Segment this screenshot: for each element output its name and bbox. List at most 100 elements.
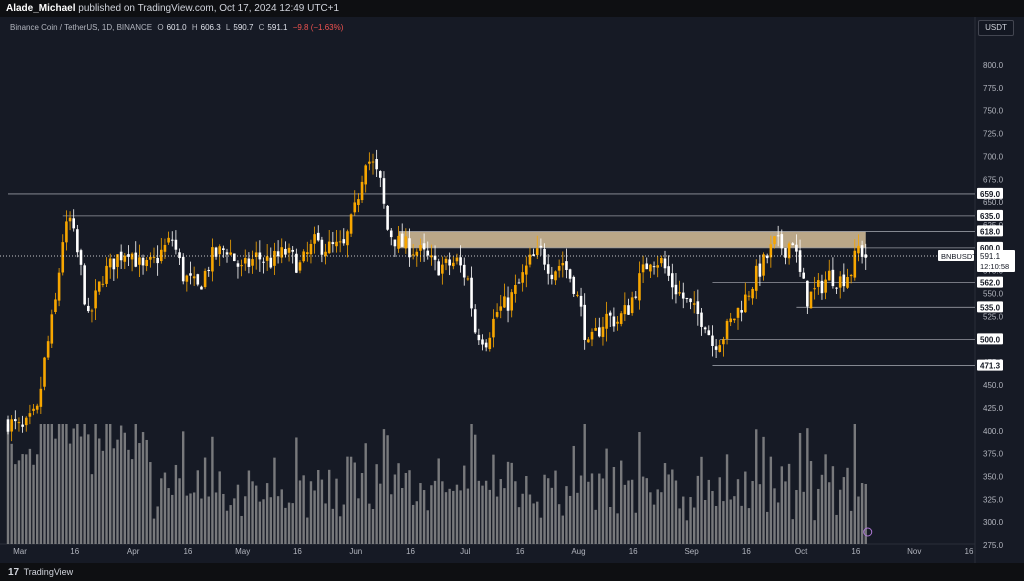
candle-body[interactable] (462, 264, 466, 278)
candle-body[interactable] (791, 243, 795, 246)
candle-body[interactable] (787, 243, 791, 259)
candle-body[interactable] (590, 331, 594, 340)
candle-body[interactable] (827, 270, 831, 281)
candle-body[interactable] (298, 262, 302, 271)
candle-body[interactable] (587, 339, 590, 343)
candle-body[interactable] (291, 249, 294, 252)
candle-body[interactable] (181, 256, 185, 282)
candle-body[interactable] (802, 272, 805, 279)
candle-body[interactable] (630, 297, 634, 314)
candle-body[interactable] (116, 254, 119, 267)
candle-body[interactable] (612, 316, 616, 327)
candle-body[interactable] (324, 251, 327, 257)
candle-body[interactable] (6, 419, 10, 432)
candle-body[interactable] (411, 254, 415, 256)
candle-body[interactable] (751, 288, 754, 299)
candle-body[interactable] (733, 318, 736, 321)
candle-body[interactable] (864, 254, 868, 258)
currency-unit-button[interactable]: USDT (978, 20, 1014, 36)
candle-body[interactable] (331, 242, 335, 245)
candle-body[interactable] (160, 249, 163, 262)
candle-body[interactable] (703, 327, 707, 330)
candle-body[interactable] (492, 318, 495, 338)
candle-body[interactable] (521, 272, 524, 283)
candle-body[interactable] (842, 274, 846, 287)
candle-body[interactable] (619, 313, 623, 324)
candle-body[interactable] (473, 309, 477, 333)
candle-body[interactable] (273, 250, 276, 266)
candle-body[interactable] (627, 305, 630, 315)
candle-body[interactable] (393, 239, 397, 247)
symbol-name[interactable]: Binance Coin / TetherUS, 1D, BINANCE (10, 23, 153, 32)
candle-body[interactable] (145, 260, 148, 266)
candle-body[interactable] (207, 269, 211, 272)
candle-body[interactable] (284, 248, 287, 255)
candle-body[interactable] (667, 266, 670, 276)
candle-body[interactable] (532, 254, 535, 256)
candle-body[interactable] (419, 245, 422, 251)
candle-body[interactable] (795, 244, 798, 252)
candle-body[interactable] (119, 251, 123, 261)
candle-body[interactable] (608, 312, 612, 316)
candle-body[interactable] (495, 312, 499, 317)
candle-body[interactable] (433, 255, 437, 260)
candle-body[interactable] (17, 422, 21, 424)
candle-body[interactable] (671, 273, 674, 288)
candle-body[interactable] (254, 252, 258, 257)
candle-body[interactable] (649, 264, 652, 272)
candle-body[interactable] (623, 305, 627, 315)
candle-body[interactable] (258, 252, 262, 260)
candle-body[interactable] (360, 181, 364, 201)
candle-body[interactable] (817, 280, 820, 287)
alert-marker-icon[interactable] (863, 527, 873, 537)
author-name[interactable]: Alade_Michael (6, 3, 76, 14)
candle-body[interactable] (740, 310, 743, 313)
candle-body[interactable] (141, 257, 145, 266)
candle-body[interactable] (320, 239, 324, 255)
candle-body[interactable] (700, 312, 703, 327)
candle-body[interactable] (634, 296, 638, 298)
candle-body[interactable] (514, 284, 517, 294)
candle-body[interactable] (46, 341, 50, 358)
candle-body[interactable] (754, 265, 758, 291)
candle-body[interactable] (178, 252, 181, 259)
candle-body[interactable] (349, 214, 353, 234)
candle-body[interactable] (638, 273, 641, 301)
candle-body[interactable] (557, 266, 561, 271)
candle-body[interactable] (546, 264, 550, 274)
candle-body[interactable] (170, 239, 174, 241)
candle-body[interactable] (652, 266, 656, 268)
candle-body[interactable] (725, 320, 729, 339)
candle-body[interactable] (287, 247, 291, 253)
candle-body[interactable] (382, 178, 386, 204)
candle-body[interactable] (97, 281, 101, 292)
candle-body[interactable] (444, 258, 448, 263)
candle-body[interactable] (678, 292, 681, 294)
candle-body[interactable] (218, 246, 221, 255)
candle-body[interactable] (335, 241, 338, 247)
candle-body[interactable] (747, 295, 751, 297)
candle-body[interactable] (408, 238, 411, 258)
candle-body[interactable] (24, 417, 28, 426)
candle-body[interactable] (601, 326, 605, 337)
candle-body[interactable] (346, 231, 349, 246)
candle-body[interactable] (550, 274, 554, 280)
candle-body[interactable] (543, 248, 546, 265)
candle-body[interactable] (776, 235, 780, 237)
candle-body[interactable] (535, 248, 539, 256)
candle-body[interactable] (736, 307, 740, 318)
candle-body[interactable] (214, 247, 218, 257)
candle-body[interactable] (470, 277, 473, 309)
candle-body[interactable] (316, 232, 320, 241)
candle-body[interactable] (583, 304, 586, 340)
candle-body[interactable] (68, 217, 72, 222)
candle-body[interactable] (718, 345, 722, 352)
candle-body[interactable] (105, 265, 108, 284)
candle-body[interactable] (163, 244, 167, 252)
candle-body[interactable] (506, 297, 510, 311)
candle-body[interactable] (430, 255, 433, 258)
candle-body[interactable] (295, 253, 298, 273)
candle-body[interactable] (744, 294, 747, 313)
candle-body[interactable] (240, 265, 243, 267)
candle-body[interactable] (309, 243, 313, 255)
